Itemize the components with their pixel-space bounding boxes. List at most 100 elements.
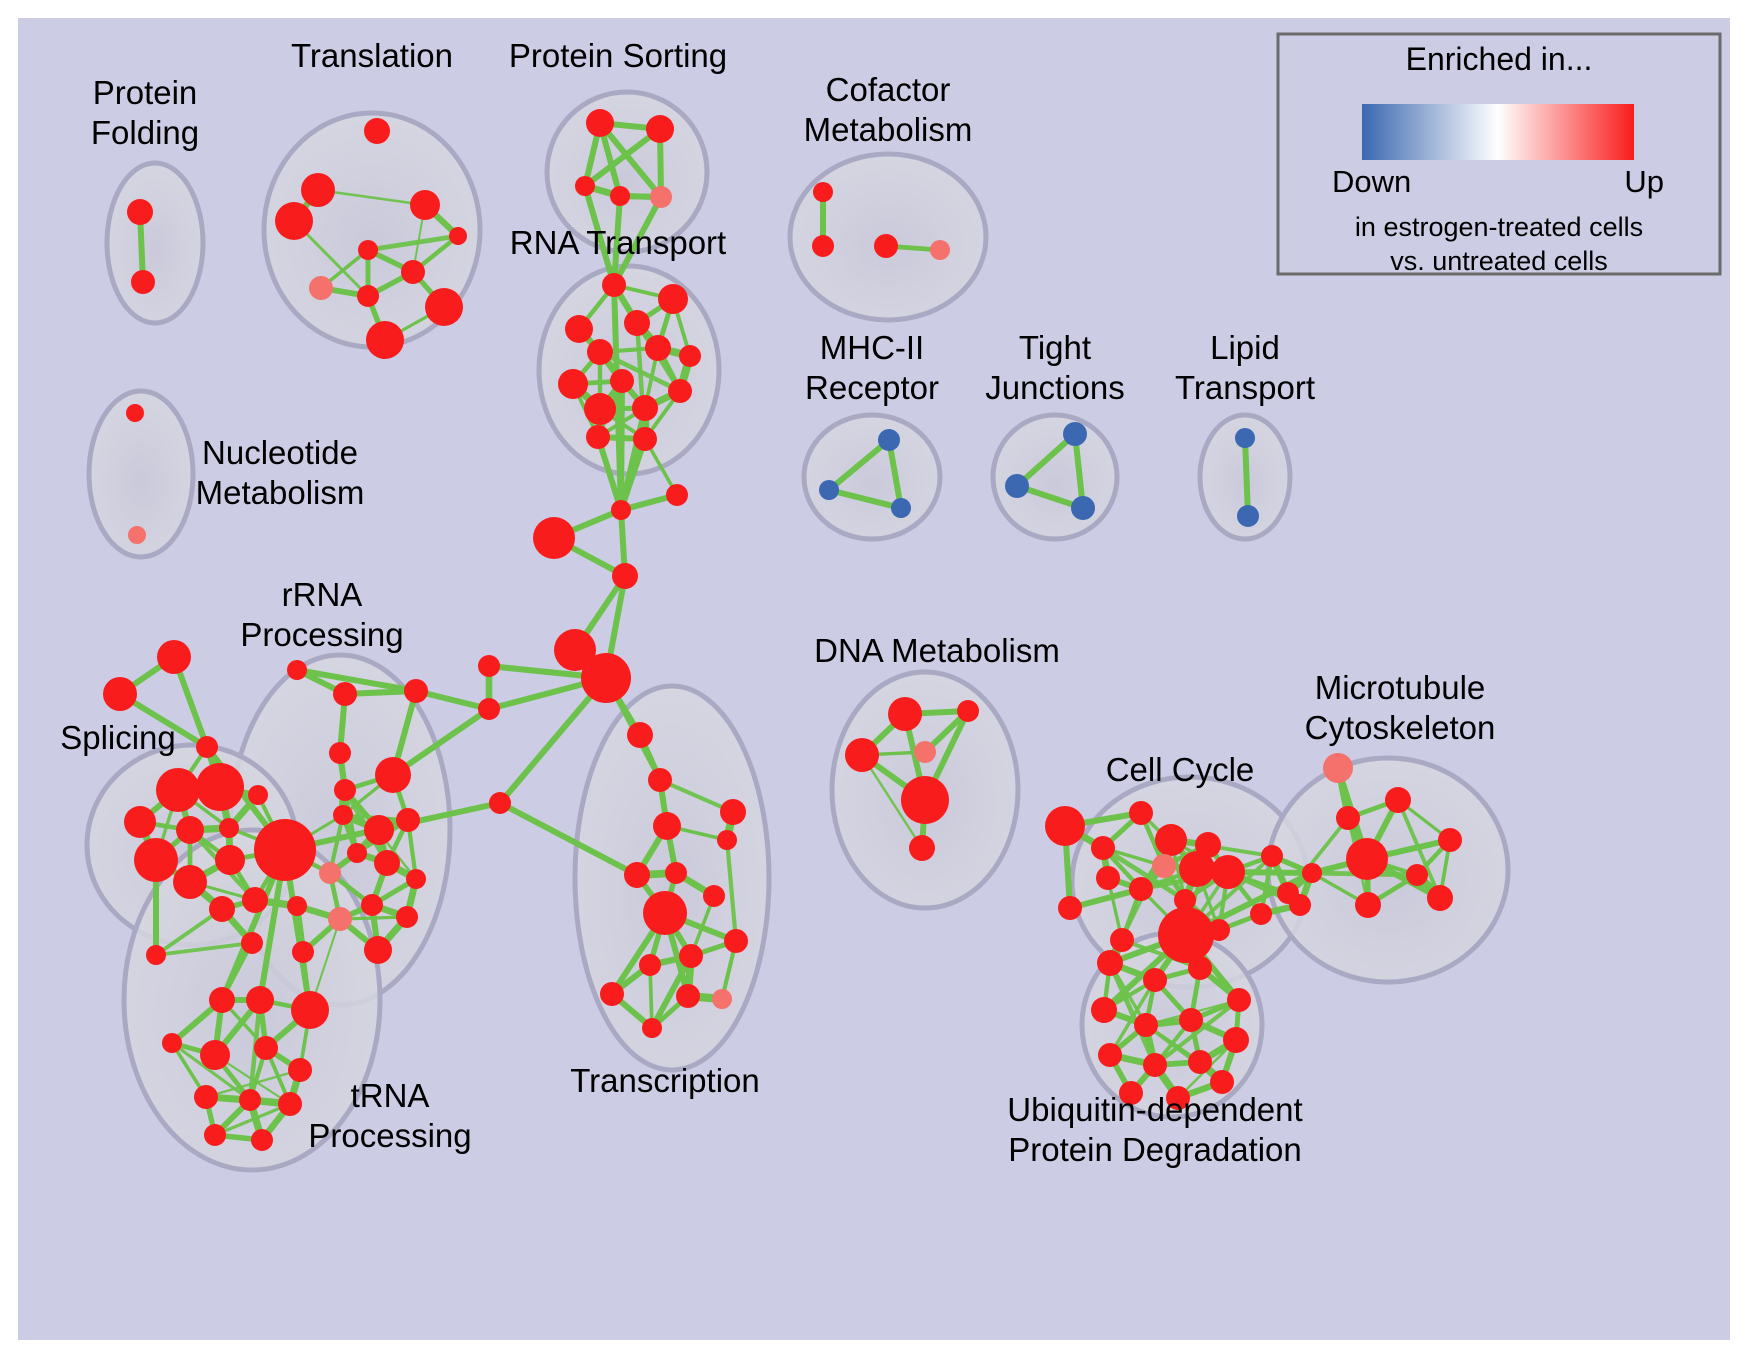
network-node[interactable] bbox=[1058, 896, 1082, 920]
network-node[interactable] bbox=[1158, 907, 1214, 963]
network-node[interactable] bbox=[650, 186, 672, 208]
network-node[interactable] bbox=[396, 808, 420, 832]
network-node[interactable] bbox=[366, 321, 404, 359]
node-layer[interactable] bbox=[103, 109, 1462, 1151]
network-node[interactable] bbox=[575, 176, 595, 196]
network-node[interactable] bbox=[1289, 894, 1311, 916]
network-node[interactable] bbox=[1152, 854, 1176, 878]
network-node[interactable] bbox=[648, 768, 672, 792]
network-node[interactable] bbox=[666, 484, 688, 506]
network-node[interactable] bbox=[668, 379, 692, 403]
network-node[interactable] bbox=[1045, 806, 1085, 846]
network-node[interactable] bbox=[1188, 956, 1212, 980]
network-node[interactable] bbox=[717, 830, 737, 850]
network-node[interactable] bbox=[333, 805, 353, 825]
network-node[interactable] bbox=[406, 869, 426, 889]
network-node[interactable] bbox=[239, 1089, 261, 1111]
network-node[interactable] bbox=[309, 276, 333, 300]
network-node[interactable] bbox=[131, 270, 155, 294]
network-node[interactable] bbox=[254, 819, 316, 881]
network-node[interactable] bbox=[930, 240, 950, 260]
network-node[interactable] bbox=[610, 186, 630, 206]
network-node[interactable] bbox=[1174, 889, 1196, 911]
network-node[interactable] bbox=[124, 806, 156, 838]
network-node[interactable] bbox=[126, 404, 144, 422]
network-node[interactable] bbox=[679, 944, 703, 968]
network-node[interactable] bbox=[1155, 824, 1187, 856]
network-node[interactable] bbox=[275, 202, 313, 240]
cluster-ellipse-nucleotide-metabolism[interactable] bbox=[86, 388, 196, 560]
network-node[interactable] bbox=[215, 845, 245, 875]
network-node[interactable] bbox=[1071, 496, 1095, 520]
network-node[interactable] bbox=[287, 660, 307, 680]
network-node[interactable] bbox=[878, 429, 900, 451]
network-node[interactable] bbox=[1346, 838, 1388, 880]
network-node[interactable] bbox=[819, 480, 839, 500]
network-node[interactable] bbox=[646, 115, 674, 143]
network-node[interactable] bbox=[333, 682, 357, 706]
network-node[interactable] bbox=[200, 1040, 230, 1070]
network-node[interactable] bbox=[319, 862, 341, 884]
network-node[interactable] bbox=[157, 640, 191, 674]
network-node[interactable] bbox=[712, 989, 732, 1009]
network-node[interactable] bbox=[645, 335, 671, 361]
network-node[interactable] bbox=[361, 894, 383, 916]
network-node[interactable] bbox=[1110, 928, 1134, 952]
network-node[interactable] bbox=[602, 273, 626, 297]
network-node[interactable] bbox=[209, 896, 235, 922]
network-node[interactable] bbox=[724, 929, 748, 953]
network-node[interactable] bbox=[1091, 997, 1117, 1023]
network-node[interactable] bbox=[586, 109, 614, 137]
network-node[interactable] bbox=[478, 698, 500, 720]
network-node[interactable] bbox=[720, 799, 746, 825]
network-node[interactable] bbox=[1179, 1008, 1203, 1032]
network-node[interactable] bbox=[957, 700, 979, 722]
network-node[interactable] bbox=[1385, 787, 1411, 813]
network-node[interactable] bbox=[241, 932, 263, 954]
network-node[interactable] bbox=[627, 722, 653, 748]
network-node[interactable] bbox=[888, 697, 922, 731]
network-node[interactable] bbox=[624, 862, 650, 888]
network-node[interactable] bbox=[173, 865, 207, 899]
network-node[interactable] bbox=[1129, 801, 1153, 825]
network-node[interactable] bbox=[425, 288, 463, 326]
network-node[interactable] bbox=[610, 369, 634, 393]
network-node[interactable] bbox=[1096, 866, 1120, 890]
network-node[interactable] bbox=[127, 199, 153, 225]
network-node[interactable] bbox=[489, 792, 511, 814]
network-node[interactable] bbox=[1143, 968, 1167, 992]
network-node[interactable] bbox=[162, 1033, 182, 1053]
network-node[interactable] bbox=[1211, 855, 1245, 889]
network-node[interactable] bbox=[639, 954, 661, 976]
network-node[interactable] bbox=[1208, 919, 1230, 941]
network-node[interactable] bbox=[364, 815, 394, 845]
network-node[interactable] bbox=[292, 941, 314, 963]
network-node[interactable] bbox=[278, 1092, 302, 1116]
network-node[interactable] bbox=[565, 315, 593, 343]
network-node[interactable] bbox=[845, 738, 879, 772]
network-node[interactable] bbox=[1261, 845, 1283, 867]
network-node[interactable] bbox=[1223, 1027, 1249, 1053]
network-node[interactable] bbox=[1129, 877, 1153, 901]
network-node[interactable] bbox=[1235, 428, 1255, 448]
network-node[interactable] bbox=[328, 907, 352, 931]
network-node[interactable] bbox=[301, 173, 335, 207]
network-node[interactable] bbox=[374, 850, 400, 876]
network-node[interactable] bbox=[1179, 851, 1215, 887]
network-node[interactable] bbox=[1097, 950, 1123, 976]
network-node[interactable] bbox=[291, 991, 329, 1029]
network-node[interactable] bbox=[1143, 1053, 1167, 1077]
network-node[interactable] bbox=[586, 425, 610, 449]
network-node[interactable] bbox=[375, 757, 411, 793]
network-node[interactable] bbox=[1134, 1013, 1158, 1037]
network-node[interactable] bbox=[401, 260, 425, 284]
network-node[interactable] bbox=[624, 310, 650, 336]
network-node[interactable] bbox=[1302, 863, 1322, 883]
network-node[interactable] bbox=[584, 393, 616, 425]
network-node[interactable] bbox=[1323, 753, 1353, 783]
network-node[interactable] bbox=[358, 240, 378, 260]
network-node[interactable] bbox=[196, 736, 218, 758]
network-node[interactable] bbox=[658, 284, 688, 314]
network-node[interactable] bbox=[156, 768, 200, 812]
